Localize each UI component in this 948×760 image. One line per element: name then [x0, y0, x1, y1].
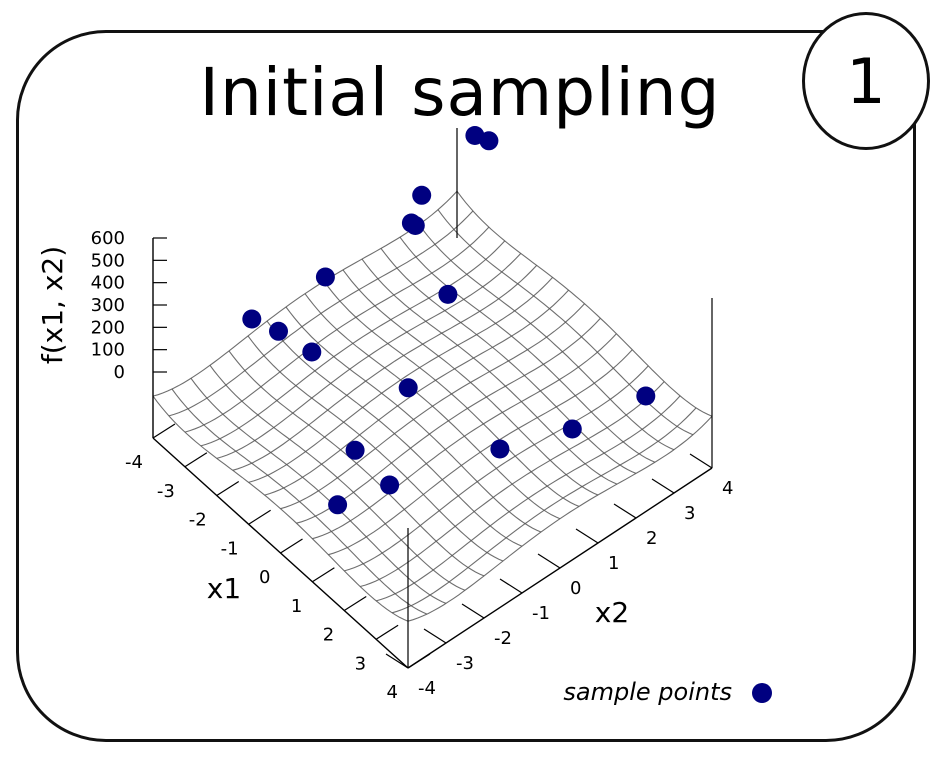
sample-point — [302, 342, 322, 362]
surface-line-x1 — [328, 349, 633, 556]
x1-tick-label: 1 — [291, 596, 302, 617]
z-tick-label: 500 — [91, 250, 125, 271]
z-tick-label: 400 — [91, 273, 125, 294]
chart-title: Initial sampling — [199, 54, 721, 131]
x2-tick — [499, 578, 523, 594]
surface-line-x1 — [344, 365, 649, 572]
x1-tick — [280, 538, 303, 554]
axes — [152, 128, 713, 669]
surface-line-x2 — [456, 190, 713, 417]
surface-line-x1 — [375, 395, 681, 602]
surface-line-x1 — [360, 381, 665, 588]
x2-tick-label: -4 — [418, 678, 436, 699]
z-tick-label: 0 — [114, 362, 125, 383]
x2-tick — [423, 628, 447, 644]
z-tick-label: 200 — [91, 317, 125, 338]
x2-tick-label: 4 — [722, 478, 733, 499]
x1-tick-label: -1 — [221, 538, 239, 559]
surface-wireframe — [152, 190, 713, 622]
surface-line-x2 — [323, 281, 580, 507]
sample-point — [345, 440, 365, 460]
step-badge: 1 — [802, 12, 930, 150]
x2-tick — [537, 553, 561, 569]
surface-line-x1 — [391, 407, 697, 614]
legend-label: sample points — [563, 678, 732, 706]
surface-line-x2 — [418, 224, 675, 451]
surface-line-x1 — [407, 415, 713, 622]
x1-tick-label: 0 — [259, 567, 270, 588]
x2-tick-label: -2 — [494, 628, 512, 649]
x1-tick-label: -3 — [157, 481, 175, 502]
z-tick-label: 600 — [91, 228, 125, 249]
x2-tick — [651, 478, 675, 494]
x2-tick — [461, 603, 485, 619]
x2-tick — [689, 453, 713, 469]
sample-point — [562, 419, 582, 439]
x1-tick — [312, 567, 335, 583]
x2-tick-label: 0 — [570, 578, 581, 599]
x1-tick-label: -4 — [125, 452, 143, 473]
sample-point — [438, 284, 458, 304]
sample-point — [328, 495, 348, 515]
x1-tick — [184, 452, 208, 468]
x2-tick — [575, 528, 599, 544]
surface-line-x2 — [304, 293, 561, 520]
x1-tick — [343, 595, 367, 612]
x2-tick-label: 1 — [608, 553, 619, 574]
sample-point — [380, 475, 400, 495]
surface-line-x2 — [380, 248, 637, 474]
x2-tick — [385, 653, 409, 669]
x2-tick — [613, 503, 637, 519]
x1-tick-label: 3 — [355, 653, 366, 674]
x1-tick-label: -2 — [189, 510, 207, 531]
sample-point — [490, 439, 510, 459]
x1-tick — [375, 624, 399, 640]
x1-tick-label: 2 — [323, 625, 334, 646]
x2-tick-label: -3 — [456, 653, 474, 674]
x1-tick-label: 4 — [387, 682, 398, 703]
x2-tick-label: 3 — [684, 503, 695, 524]
sample-point — [405, 216, 425, 235]
x2-tick-label: -1 — [532, 603, 550, 624]
x2-axis-label: x2 — [595, 596, 629, 629]
sample-point — [412, 185, 432, 205]
x1-tick — [216, 480, 240, 497]
sample-point — [636, 386, 656, 406]
z-axis-label: f(x1, x2) — [36, 246, 69, 364]
x1-axis-label: x1 — [207, 572, 241, 605]
x1-tick — [407, 653, 431, 669]
surface-line-x2 — [342, 269, 599, 496]
sample-point — [479, 131, 499, 151]
surface-line-x2 — [399, 236, 656, 463]
surface-line-x2 — [361, 258, 618, 485]
surface-line-x2 — [437, 209, 694, 436]
x2-tick-label: 2 — [646, 528, 657, 549]
surface-line-x1 — [312, 333, 617, 540]
x1-tick — [152, 423, 176, 439]
sample-point — [242, 309, 262, 329]
z-tick-label: 100 — [91, 340, 125, 361]
panel-frame — [16, 30, 916, 742]
sample-points — [242, 126, 656, 515]
sample-point — [398, 378, 418, 398]
sample-point — [315, 267, 335, 287]
sample-point — [269, 321, 288, 341]
legend-marker — [752, 683, 772, 703]
x1-tick — [248, 509, 271, 525]
surface-line-x1 — [296, 317, 601, 524]
z-tick-label: 300 — [91, 295, 125, 316]
